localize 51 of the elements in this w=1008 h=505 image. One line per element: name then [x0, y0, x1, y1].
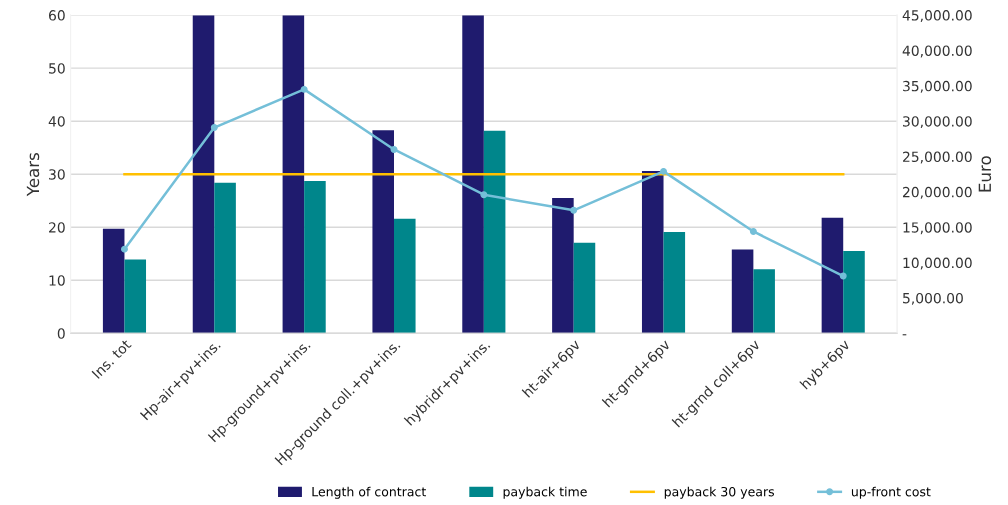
bar — [843, 251, 865, 334]
bar — [124, 259, 147, 334]
bar — [731, 249, 754, 334]
y2-tick-label: 40,000.00 — [902, 45, 972, 58]
y-tick-label: 60 — [49, 10, 65, 21]
bar — [214, 182, 236, 334]
bar — [641, 171, 664, 334]
y2-tick-label: 20,000.00 — [903, 186, 972, 199]
point — [480, 191, 488, 199]
y-tick-label: 30 — [49, 169, 65, 180]
point — [390, 146, 398, 153]
y2-tick-label: - — [902, 334, 907, 336]
y-tick-label: 10 — [49, 275, 65, 286]
point — [300, 85, 308, 93]
bar — [821, 217, 844, 334]
bar — [753, 269, 775, 334]
point — [749, 228, 757, 235]
bar — [282, 15, 305, 334]
bar — [483, 130, 506, 334]
y2-tick-label: 45,000.00 — [902, 10, 972, 23]
y-tick-label: 0 — [57, 328, 65, 339]
y2-axis-title: Euro — [978, 156, 992, 192]
y2-tick-label: 25,000.00 — [903, 151, 972, 164]
x-tick-label: Ins. tot — [91, 338, 132, 379]
bar — [462, 15, 484, 334]
y2-tick-label: 5,000.00 — [903, 292, 963, 305]
y2-tick-label: 15,000.00 — [903, 222, 972, 235]
legend-label: payback time — [503, 486, 587, 499]
y2-tick-label: 10,000.00 — [903, 257, 972, 270]
bar — [372, 130, 394, 334]
y2-tick-label: 30,000.00 — [903, 116, 972, 129]
point — [570, 206, 578, 214]
y2-tick-label: 35,000.00 — [903, 80, 972, 93]
bar — [102, 228, 125, 334]
legend-label: Length of contract — [312, 486, 426, 499]
y-axis-title: Years — [26, 153, 40, 197]
bar — [192, 15, 215, 334]
bar — [552, 198, 574, 334]
point — [839, 272, 847, 280]
point — [120, 245, 128, 253]
point — [210, 124, 218, 132]
bar — [663, 232, 686, 334]
legend-label: up-front cost — [851, 486, 931, 499]
legend-label: payback 30 years — [664, 486, 775, 499]
y-tick-label: 20 — [49, 222, 65, 233]
bar — [394, 218, 416, 334]
bar — [573, 242, 596, 334]
y-tick-label: 50 — [49, 63, 65, 74]
bar — [304, 181, 326, 334]
y-tick-label: 40 — [48, 116, 65, 127]
point — [660, 167, 667, 175]
